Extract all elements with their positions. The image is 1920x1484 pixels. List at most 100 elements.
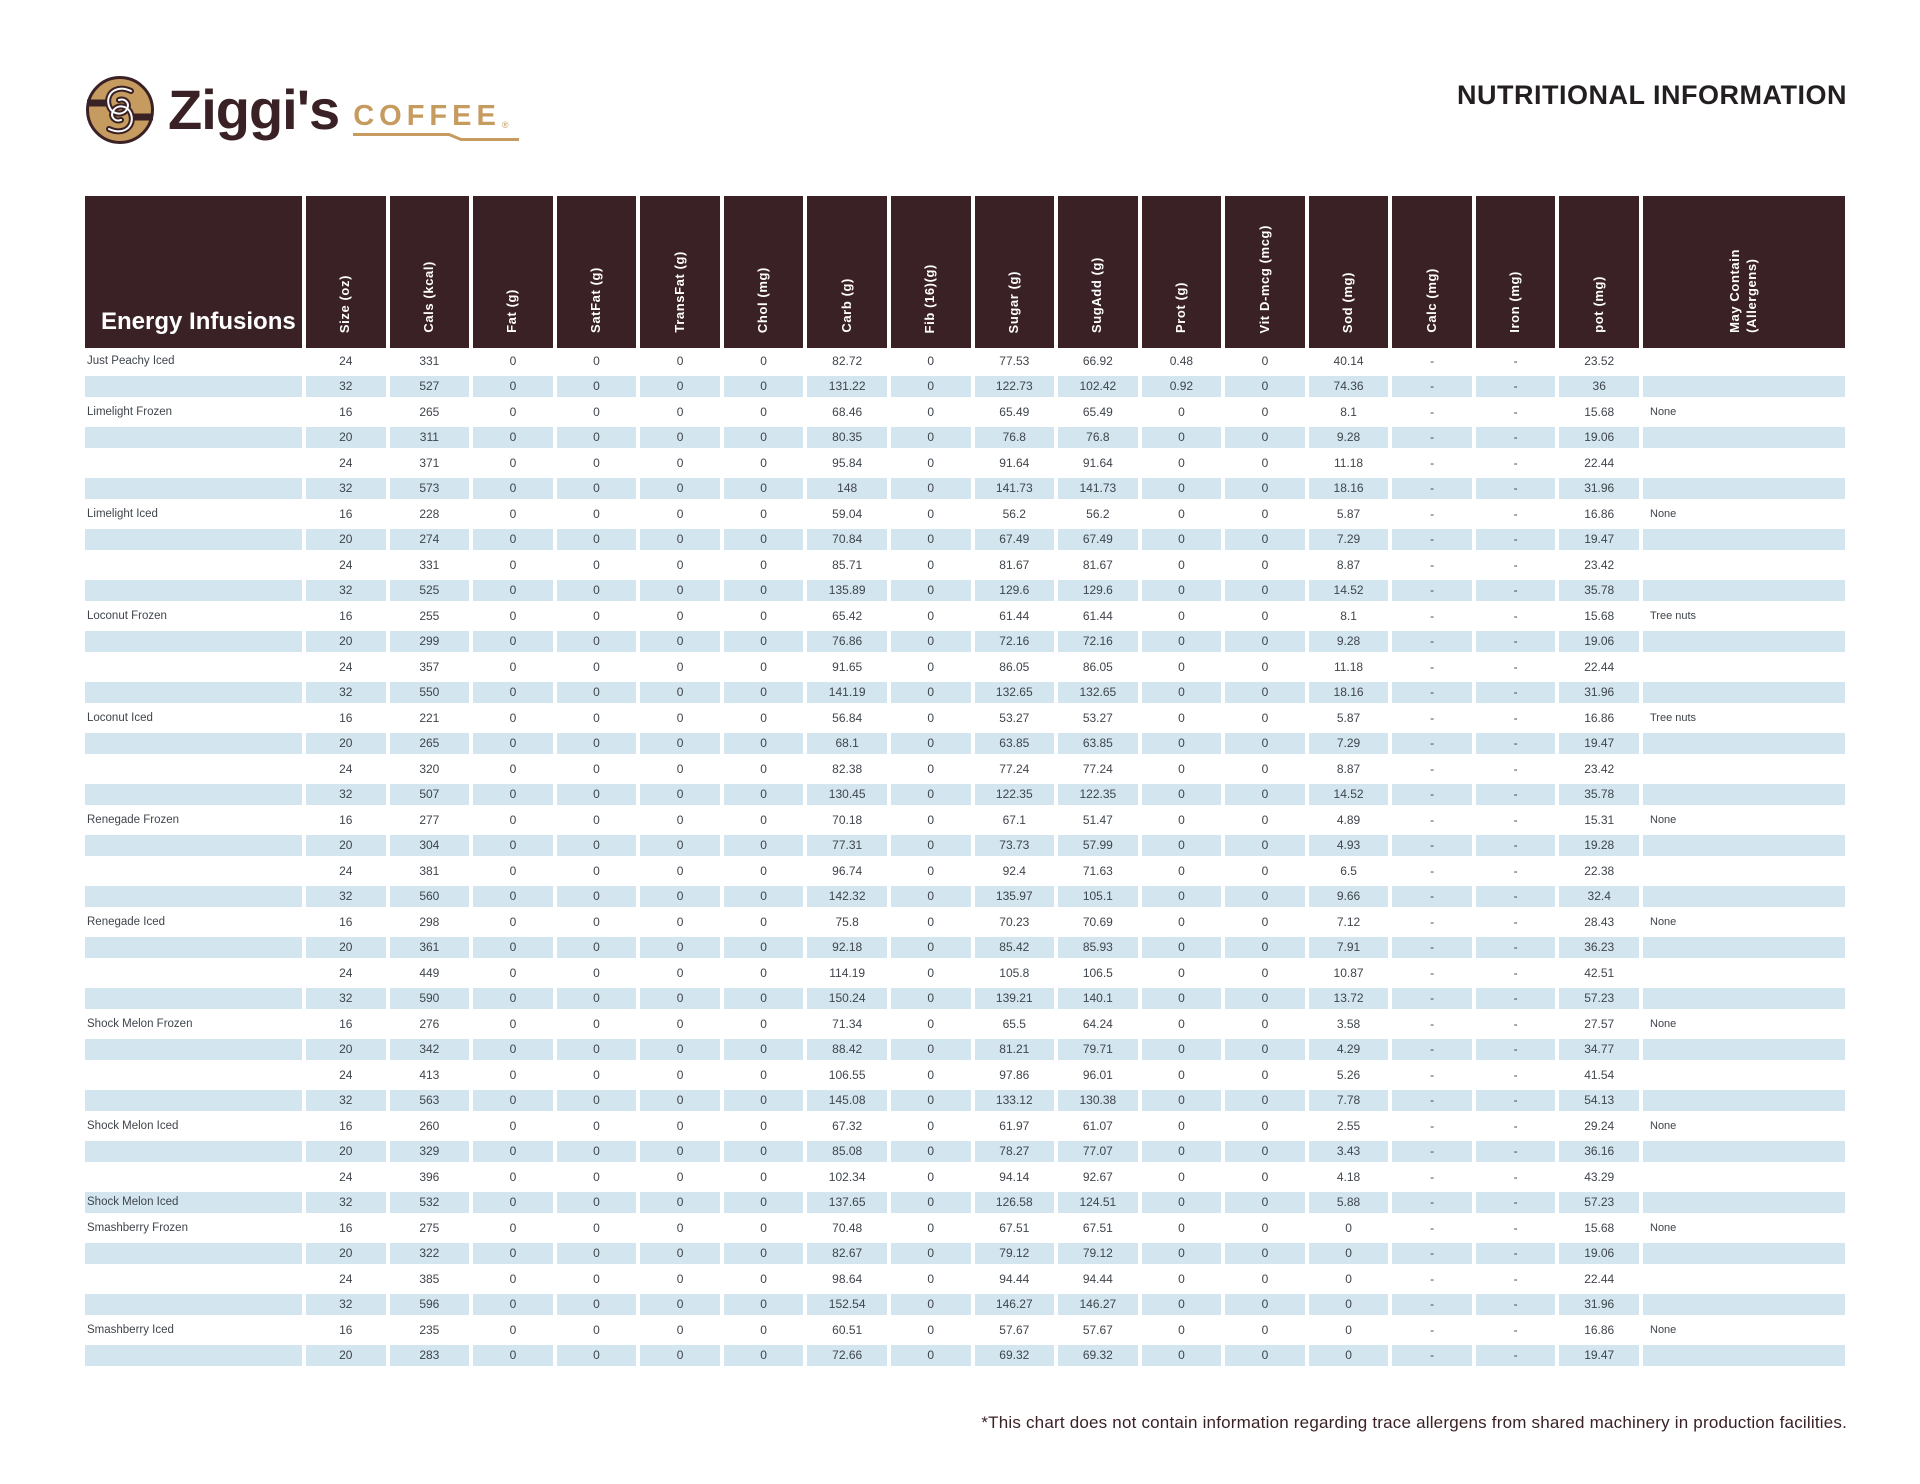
cell-drink-name bbox=[85, 1164, 302, 1190]
cell-cals: 311 bbox=[385, 424, 470, 450]
cell-sugadd: 130.38 bbox=[1054, 1087, 1138, 1113]
cell-cals: 596 bbox=[385, 1291, 470, 1317]
cell-chol: 0 bbox=[719, 960, 804, 986]
cell-fat: 0 bbox=[469, 348, 553, 374]
cell-cals: 255 bbox=[385, 603, 470, 629]
cell-cals: 590 bbox=[385, 985, 470, 1011]
cell-fat: 0 bbox=[469, 985, 553, 1011]
cell-satfat: 0 bbox=[552, 1342, 637, 1368]
cell-sugar: 85.42 bbox=[970, 934, 1055, 960]
cell-size: 24 bbox=[302, 1164, 386, 1190]
cell-chol: 0 bbox=[719, 1266, 804, 1292]
cell-carb: 135.89 bbox=[803, 577, 887, 603]
cell-carb: 65.42 bbox=[803, 603, 887, 629]
cell-cals: 265 bbox=[385, 730, 470, 756]
brand-name: Ziggi's bbox=[168, 78, 340, 141]
cell-drink-name bbox=[85, 1062, 302, 1088]
table-row: 24 385 0 0 0 0 98.64 0 94.44 94.44 0 0 0- -22.44 bbox=[85, 1266, 1845, 1292]
cell-allergens: None bbox=[1639, 501, 1845, 527]
cell-transfat: 0 bbox=[636, 603, 720, 629]
brand-logo: Ziggi's COFFEE ® bbox=[84, 74, 521, 146]
cell-iron: - bbox=[1471, 1036, 1556, 1062]
table-row: 20 311 0 0 0 0 80.35 0 76.8 76.8 0 0 9.28- -19.06 bbox=[85, 424, 1845, 450]
table-row: 32 560 0 0 0 0 142.32 0 135.97 105.1 0 0 9.66- -32.4 bbox=[85, 883, 1845, 909]
cell-pot: 15.68 bbox=[1555, 1215, 1639, 1241]
cell-transfat: 0 bbox=[636, 424, 720, 450]
table-row: Shock Melon Frozen 16 276 0 0 0 0 71.34 0 65.5 64.… bbox=[85, 1011, 1845, 1037]
cell-carb: 148 bbox=[803, 475, 887, 501]
cell-chol: 0 bbox=[719, 1240, 804, 1266]
col-header-label: SugAdd (g) bbox=[1089, 256, 1105, 333]
cell-iron: - bbox=[1471, 577, 1556, 603]
cell-size: 24 bbox=[302, 960, 386, 986]
cell-prot: 0 bbox=[1137, 781, 1222, 807]
cell-calc: - bbox=[1388, 934, 1472, 960]
cell-sod: 9.28 bbox=[1304, 424, 1389, 450]
cell-satfat: 0 bbox=[552, 424, 637, 450]
cell-allergens bbox=[1639, 1291, 1845, 1317]
cell-prot: 0.48 bbox=[1137, 348, 1222, 374]
col-header-fib: Fib (16)(g) bbox=[886, 196, 971, 348]
cell-pot: 19.28 bbox=[1555, 832, 1639, 858]
cell-vitd: 0 bbox=[1221, 705, 1305, 731]
cell-iron: - bbox=[1471, 1113, 1556, 1139]
cell-vitd: 0 bbox=[1221, 1036, 1305, 1062]
cell-prot: 0 bbox=[1137, 1062, 1222, 1088]
cell-transfat: 0 bbox=[636, 883, 720, 909]
cell-iron: - bbox=[1471, 424, 1556, 450]
cell-calc: - bbox=[1388, 450, 1472, 476]
cell-sugadd: 63.85 bbox=[1054, 730, 1138, 756]
cell-fib: 0 bbox=[886, 1342, 971, 1368]
cell-cals: 299 bbox=[385, 628, 470, 654]
cell-cals: 342 bbox=[385, 1036, 470, 1062]
cell-size: 32 bbox=[302, 577, 386, 603]
cell-pot: 19.47 bbox=[1555, 526, 1639, 552]
cell-vitd: 0 bbox=[1221, 1138, 1305, 1164]
cell-pot: 41.54 bbox=[1555, 1062, 1639, 1088]
table-row: Smashberry Iced 16 235 0 0 0 0 60.51 0 57.67 57.67… bbox=[85, 1317, 1845, 1343]
cell-allergens bbox=[1639, 1266, 1845, 1292]
cell-chol: 0 bbox=[719, 1011, 804, 1037]
cell-sugar: 67.49 bbox=[970, 526, 1055, 552]
cell-pot: 23.42 bbox=[1555, 756, 1639, 782]
cell-allergens bbox=[1639, 1342, 1845, 1368]
cell-iron: - bbox=[1471, 781, 1556, 807]
cell-transfat: 0 bbox=[636, 552, 720, 578]
cell-drink-name bbox=[85, 424, 302, 450]
cell-iron: - bbox=[1471, 1011, 1556, 1037]
cell-size: 24 bbox=[302, 1266, 386, 1292]
cell-allergens: None bbox=[1639, 1113, 1845, 1139]
cell-satfat: 0 bbox=[552, 1240, 637, 1266]
cell-carb: 92.18 bbox=[803, 934, 887, 960]
cell-sod: 11.18 bbox=[1304, 654, 1389, 680]
cell-fib: 0 bbox=[886, 1189, 971, 1215]
cell-satfat: 0 bbox=[552, 985, 637, 1011]
cell-fib: 0 bbox=[886, 909, 971, 935]
cell-fib: 0 bbox=[886, 501, 971, 527]
cell-drink-name: Shock Melon Frozen bbox=[85, 1011, 302, 1037]
cell-calc: - bbox=[1388, 1062, 1472, 1088]
cell-iron: - bbox=[1471, 373, 1556, 399]
cell-fat: 0 bbox=[469, 934, 553, 960]
cell-carb: 114.19 bbox=[803, 960, 887, 986]
cell-satfat: 0 bbox=[552, 1036, 637, 1062]
cell-fib: 0 bbox=[886, 628, 971, 654]
cell-cals: 221 bbox=[385, 705, 470, 731]
cell-fat: 0 bbox=[469, 909, 553, 935]
cell-transfat: 0 bbox=[636, 577, 720, 603]
cell-vitd: 0 bbox=[1221, 909, 1305, 935]
cell-size: 32 bbox=[302, 1189, 386, 1215]
cell-sod: 18.16 bbox=[1304, 475, 1389, 501]
cell-sugar: 81.21 bbox=[970, 1036, 1055, 1062]
cell-drink-name bbox=[85, 552, 302, 578]
cell-transfat: 0 bbox=[636, 934, 720, 960]
table-row: 20 274 0 0 0 0 70.84 0 67.49 67.49 0 0 7.29- -19.47 bbox=[85, 526, 1845, 552]
cell-allergens bbox=[1639, 450, 1845, 476]
cell-calc: - bbox=[1388, 883, 1472, 909]
col-header-label: Carb (g) bbox=[838, 278, 854, 333]
cell-drink-name: Limelight Frozen bbox=[85, 399, 302, 425]
cell-fib: 0 bbox=[886, 985, 971, 1011]
cell-satfat: 0 bbox=[552, 1291, 637, 1317]
cell-cals: 532 bbox=[385, 1189, 470, 1215]
cell-satfat: 0 bbox=[552, 1062, 637, 1088]
